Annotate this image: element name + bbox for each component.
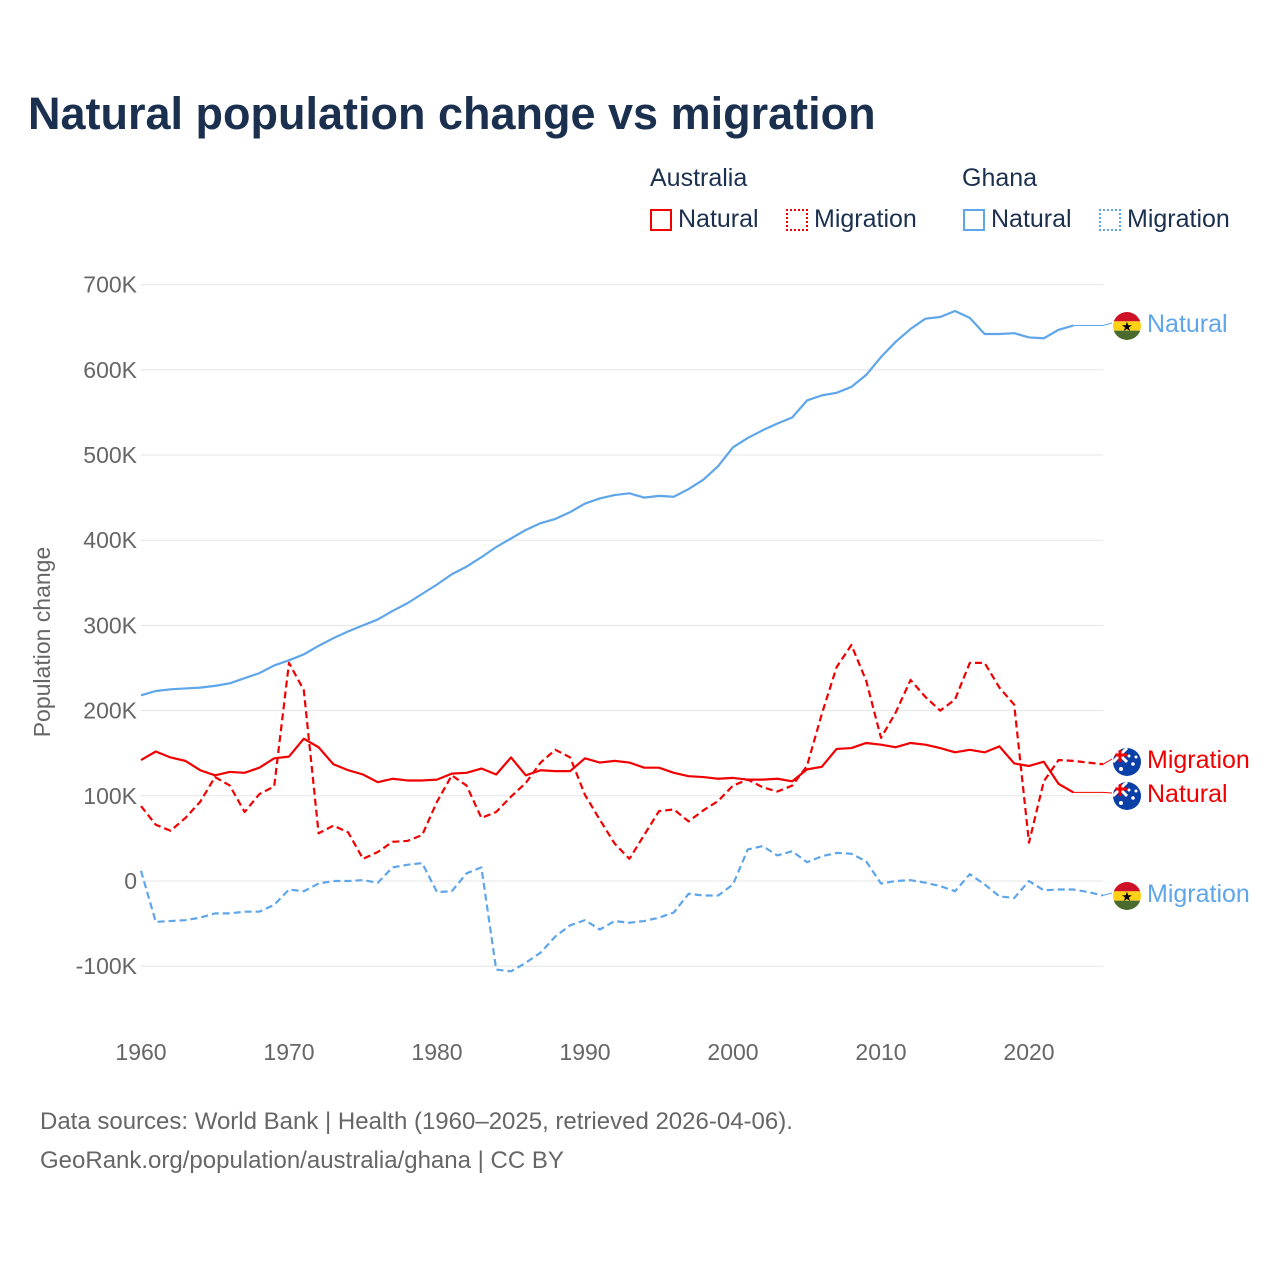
x-tick-label: 2020: [1003, 1039, 1054, 1065]
legend-ghana-natural[interactable]: Natural: [963, 205, 1072, 234]
legend-label: Migration: [814, 205, 917, 233]
legend-label: Natural: [991, 205, 1072, 233]
ghana-flag-icon: ★: [1113, 882, 1141, 910]
chart-title: Natural population change vs migration: [28, 88, 876, 139]
y-axis-title: Population change: [29, 547, 55, 738]
footer-link[interactable]: GeoRank.org/population/australia/ghana |…: [40, 1147, 564, 1174]
label-connector: [1102, 892, 1113, 896]
legend-group-australia: Australia: [650, 164, 748, 192]
legend-label: Natural: [678, 205, 759, 233]
series-line-australia-natural: [140, 737, 1074, 794]
series-end-label: Natural: [1147, 310, 1228, 338]
ghana-flag-icon: ★: [1113, 312, 1141, 340]
label-connector: [1102, 758, 1113, 765]
label-connector: [1073, 791, 1113, 794]
x-tick-label: 2000: [707, 1039, 758, 1065]
series-end-label: Migration: [1147, 746, 1250, 774]
series-end-label: Migration: [1147, 880, 1250, 908]
y-tick-label: 300K: [83, 612, 137, 638]
y-tick-label: 500K: [83, 442, 137, 468]
australia-flag-icon: [1113, 782, 1141, 810]
x-tick-label: 1960: [115, 1039, 166, 1065]
y-tick-label: 200K: [83, 698, 137, 724]
legend-ghana-migration[interactable]: Migration: [1099, 205, 1230, 234]
series-line-ghana-migration: [139, 844, 1104, 973]
legend-label: Migration: [1127, 205, 1230, 233]
y-tick-label: 700K: [83, 272, 137, 298]
label-connector: [1073, 322, 1113, 326]
dotted-swatch-icon: [786, 208, 808, 231]
solid-swatch-icon: [650, 208, 672, 231]
y-tick-label: 600K: [83, 357, 137, 383]
svg-text:★: ★: [1121, 889, 1133, 904]
x-tick-label: 1990: [559, 1039, 610, 1065]
svg-text:★: ★: [1121, 319, 1133, 334]
footer-sources: Data sources: World Bank | Health (1960–…: [40, 1108, 793, 1135]
solid-swatch-icon: [963, 208, 985, 231]
y-tick-label: 400K: [83, 527, 137, 553]
y-tick-label: 100K: [83, 783, 137, 809]
series-line-ghana-natural: [140, 309, 1074, 697]
y-tick-label: 0: [124, 868, 137, 894]
legend-australia-natural[interactable]: Natural: [650, 205, 759, 234]
x-tick-label: 1980: [411, 1039, 462, 1065]
series-line-australia-migration: [140, 643, 1104, 860]
legend-australia-migration[interactable]: Migration: [786, 205, 917, 234]
y-tick-label: -100K: [76, 953, 138, 979]
x-tick-label: 1970: [263, 1039, 314, 1065]
series-end-label: Natural: [1147, 780, 1228, 808]
australia-flag-icon: [1113, 748, 1141, 776]
legend-group-ghana: Ghana: [962, 164, 1038, 192]
dotted-swatch-icon: [1099, 208, 1121, 231]
x-tick-label: 2010: [855, 1039, 906, 1065]
